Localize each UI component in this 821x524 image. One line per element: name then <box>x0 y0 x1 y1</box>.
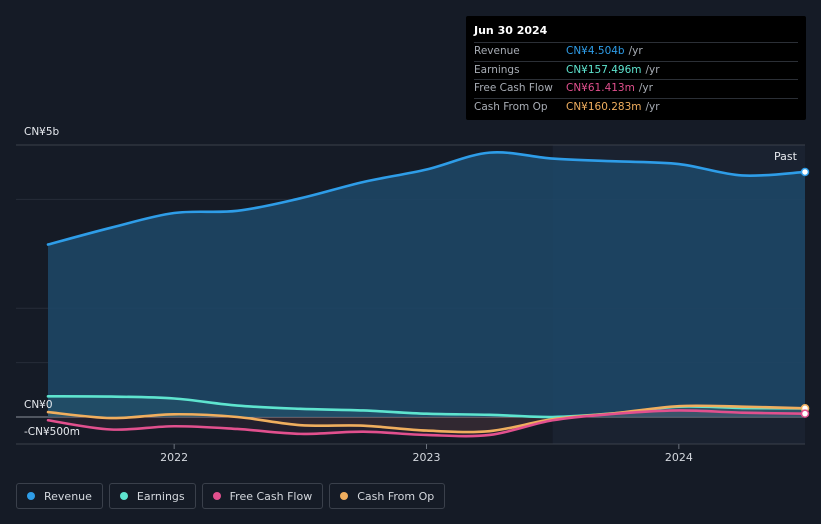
tooltip-fcf-value: CN¥61.413m <box>566 82 635 94</box>
revenue-area <box>48 152 805 417</box>
free-cash-flow-area <box>48 410 805 437</box>
legend-item-revenue[interactable]: Revenue <box>16 483 103 509</box>
legend-item-cash-from-op[interactable]: Cash From Op <box>329 483 446 509</box>
tooltip-row-free-cash-flow: Free Cash Flow CN¥61.413m /yr <box>474 79 798 98</box>
legend: Revenue Earnings Free Cash Flow Cash Fro… <box>16 483 446 511</box>
tooltip-revenue-name: Revenue <box>474 45 520 57</box>
tooltip-cfo-unit: /yr <box>645 100 660 113</box>
revenue-end-marker <box>800 167 810 177</box>
x-tick-label-2024: 2024 <box>664 451 693 464</box>
free-cash-flow-dot-icon <box>212 492 221 500</box>
x-tick-label-2022: 2022 <box>160 451 189 464</box>
earnings-area <box>48 396 805 418</box>
free-cash-flow-line <box>46 409 807 438</box>
x-tick-label-2023: 2023 <box>412 451 441 464</box>
cash-from-op-dot-icon <box>340 492 349 500</box>
tooltip-row-earnings: Earnings CN¥157.496m /yr <box>474 60 798 80</box>
tooltip: Jun 30 2024 Revenue CN¥4.504b /yr Earnin… <box>466 16 806 120</box>
y-axis-top-label: CN¥5b <box>24 126 60 138</box>
tooltip-row-cash-from-op: Cash From Op CN¥160.283m /yr <box>474 97 798 117</box>
tooltip-fcf-unit: /yr <box>638 82 653 94</box>
tooltip-revenue-value: CN¥4.504b <box>566 45 625 57</box>
tooltip-earnings-name: Earnings <box>474 63 520 76</box>
tooltip-date: Jun 30 2024 <box>474 24 548 37</box>
cash-from-op-area <box>48 405 805 433</box>
legend-revenue-label: Revenue <box>44 489 92 503</box>
revenue-line <box>46 150 807 246</box>
earnings-dot-icon <box>119 492 128 500</box>
legend-free-cash-flow-label: Free Cash Flow <box>229 489 313 503</box>
tooltip-cfo-value: CN¥160.283m <box>566 100 642 113</box>
tooltip-revenue-unit: /yr <box>628 45 643 57</box>
tooltip-cfo-name: Cash From Op <box>474 100 548 113</box>
tooltip-row-revenue: Revenue CN¥4.504b /yr <box>474 42 798 61</box>
legend-earnings-label: Earnings <box>136 489 185 503</box>
past-label: Past <box>774 150 797 163</box>
legend-item-earnings[interactable]: Earnings <box>108 483 196 509</box>
tooltip-fcf-name: Free Cash Flow <box>474 82 553 94</box>
legend-item-free-cash-flow[interactable]: Free Cash Flow <box>201 483 324 509</box>
y-axis-bottom-label: -CN¥500m <box>24 426 80 438</box>
legend-cash-from-op-label: Cash From Op <box>357 489 435 503</box>
revenue-dot-icon <box>27 492 35 500</box>
tooltip-earnings-unit: /yr <box>645 63 660 76</box>
cash-from-op-line <box>46 404 807 434</box>
tooltip-earnings-value: CN¥157.496m <box>566 63 642 76</box>
free-cash-flow-end-marker <box>800 409 810 418</box>
y-axis-zero-label: CN¥0 <box>24 399 53 411</box>
